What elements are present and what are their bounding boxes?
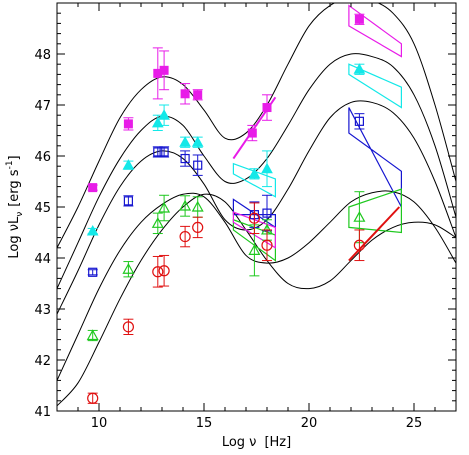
spectrum-segment [348, 206, 401, 262]
data-point [354, 14, 364, 24]
x-axis-label: Log ν [Hz] [222, 435, 291, 450]
y-tick-label: 42 [34, 354, 51, 369]
x-tick-label: 20 [301, 416, 318, 431]
x-tick-label: 10 [91, 416, 108, 431]
data-point [151, 217, 164, 228]
data-point [88, 183, 98, 193]
model-curve [57, 190, 456, 381]
y-tick-label: 41 [34, 405, 51, 420]
data-point [153, 147, 163, 157]
xray-bowtie [232, 211, 276, 249]
gamma-bowtie [348, 188, 402, 234]
model-curve [57, 53, 456, 289]
data-point [180, 153, 190, 164]
data-point [158, 201, 171, 213]
data-point [191, 136, 204, 147]
model-curve [57, 193, 456, 407]
data-point [262, 103, 272, 113]
gamma-bowtie [348, 107, 402, 208]
y-tick-label: 48 [34, 48, 51, 63]
y-axis-label: Log νLν[erg s-1] [5, 155, 25, 258]
data-point [123, 196, 134, 206]
data-point [179, 199, 192, 211]
data-point [261, 239, 273, 251]
data-point [159, 147, 169, 157]
data-point [88, 267, 98, 277]
data-point [248, 244, 261, 255]
data-point [122, 262, 135, 274]
data-point [152, 266, 164, 278]
data-point [87, 392, 99, 404]
plot-frame [56, 2, 457, 412]
axes: 10 15 20 25 41 42 43 44 45 46 47 48 [34, 2, 457, 431]
data-point [353, 210, 366, 222]
data-point [122, 159, 135, 170]
data-point [179, 136, 191, 147]
data-point [86, 224, 99, 236]
data-point [248, 212, 260, 224]
data-point [158, 109, 170, 120]
data-point [192, 221, 204, 233]
data-point [151, 116, 164, 128]
data-points [86, 13, 401, 404]
y-tick-label: 47 [34, 99, 51, 114]
data-point [262, 208, 272, 218]
data-point [261, 162, 273, 174]
gamma-bowtie [348, 63, 402, 109]
data-point [180, 89, 190, 99]
y-tick-label: 44 [34, 252, 51, 267]
data-point [248, 167, 261, 179]
data-point [122, 321, 134, 333]
data-point [353, 63, 366, 74]
x-tick-label: 15 [196, 416, 213, 431]
data-point [86, 329, 99, 341]
spectral-bowties [232, 4, 402, 262]
xray-bowtie [232, 218, 276, 262]
data-point [158, 265, 170, 277]
data-point [247, 128, 257, 138]
gamma-bowtie [348, 4, 402, 58]
data-point [354, 116, 364, 126]
xray-bowtie [232, 162, 276, 198]
model-curve [57, 3, 456, 249]
data-point [179, 230, 191, 243]
data-point [353, 239, 365, 251]
data-point [191, 200, 204, 212]
y-tick-label: 46 [34, 150, 51, 165]
y-tick-label: 45 [34, 201, 51, 216]
x-tick-label: 25 [406, 416, 423, 431]
data-point [193, 90, 203, 100]
xray-bowtie [232, 198, 276, 229]
data-point [193, 160, 203, 170]
data-point [159, 65, 169, 75]
y-tick-label: 43 [34, 303, 51, 318]
data-point [123, 119, 133, 129]
